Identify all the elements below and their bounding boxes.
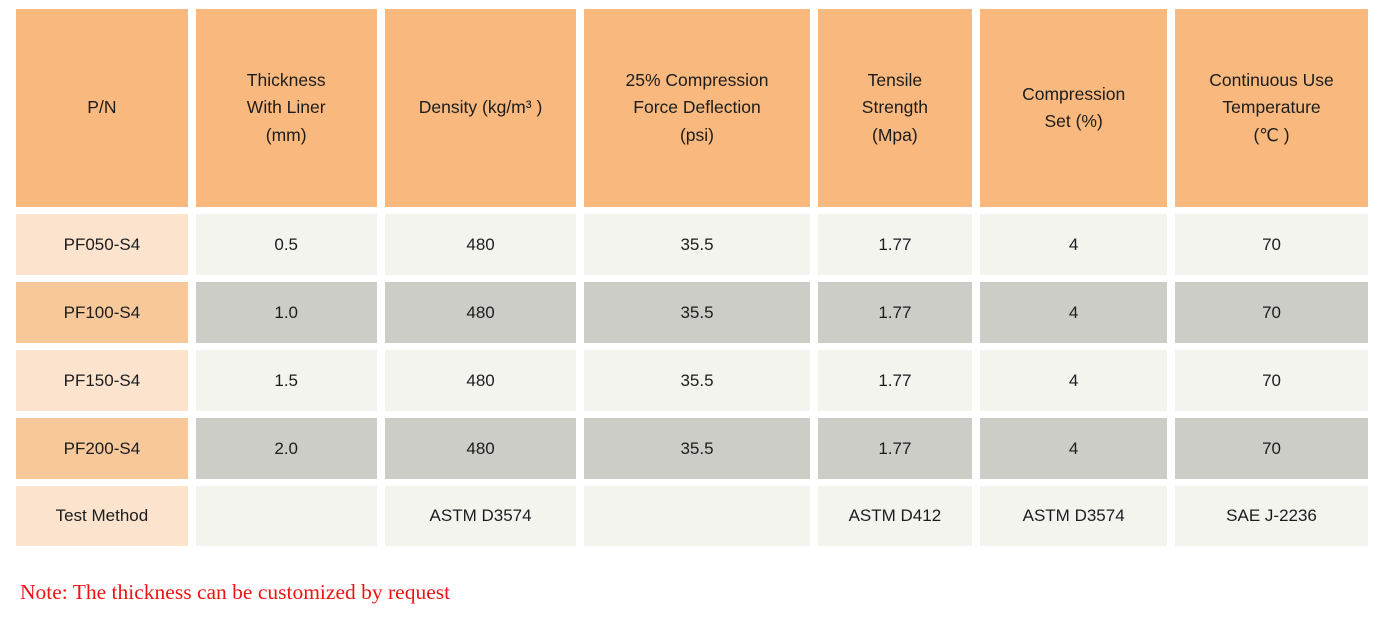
column-header-compression-force-deflection: 25% Compression Force Deflection (psi) — [584, 9, 810, 207]
table-cell: 4 — [980, 282, 1168, 343]
pn-cell: PF100-S4 — [16, 282, 188, 343]
table-cell: 480 — [384, 282, 577, 343]
column-header-pn: P/N — [16, 9, 188, 207]
table-cell: 70 — [1175, 214, 1368, 275]
table-cell: 70 — [1175, 418, 1368, 479]
table-cell — [195, 486, 377, 546]
table-cell: 1.5 — [195, 350, 377, 411]
table-cell: 70 — [1175, 282, 1368, 343]
column-header-compression-set: Compression Set (%) — [980, 9, 1168, 207]
header-row: P/N Thickness With Liner (mm) Density (k… — [16, 9, 1368, 207]
table-cell: 1.77 — [817, 418, 973, 479]
table-cell: 4 — [980, 418, 1168, 479]
table-cell: 2.0 — [195, 418, 377, 479]
table-cell: 35.5 — [584, 214, 810, 275]
table-row-pf150: PF150-S4 1.5 480 35.5 1.77 4 70 — [16, 350, 1368, 411]
table-cell: 1.77 — [817, 214, 973, 275]
table-cell: 35.5 — [584, 282, 810, 343]
table-cell: ASTM D3574 — [384, 486, 577, 546]
spec-table: P/N Thickness With Liner (mm) Density (k… — [8, 2, 1376, 553]
column-header-continuous-use-temperature: Continuous Use Temperature (℃ ) — [1175, 9, 1368, 207]
table-row-pf200: PF200-S4 2.0 480 35.5 1.77 4 70 — [16, 418, 1368, 479]
table-cell: ASTM D3574 — [980, 486, 1168, 546]
table-cell: 4 — [980, 350, 1168, 411]
pn-cell: Test Method — [16, 486, 188, 546]
table-cell — [584, 486, 810, 546]
table-cell: SAE J-2236 — [1175, 486, 1368, 546]
column-header-tensile-strength: Tensile Strength (Mpa) — [817, 9, 973, 207]
table-cell: 0.5 — [195, 214, 377, 275]
pn-cell: PF200-S4 — [16, 418, 188, 479]
table-cell: 480 — [384, 214, 577, 275]
table-row-pf100: PF100-S4 1.0 480 35.5 1.77 4 70 — [16, 282, 1368, 343]
table-cell: 70 — [1175, 350, 1368, 411]
table-row-pf050: PF050-S4 0.5 480 35.5 1.77 4 70 — [16, 214, 1368, 275]
table-cell: ASTM D412 — [817, 486, 973, 546]
table-row-test-method: Test Method ASTM D3574 ASTM D412 ASTM D3… — [16, 486, 1368, 546]
pn-cell: PF050-S4 — [16, 214, 188, 275]
pn-cell: PF150-S4 — [16, 350, 188, 411]
column-header-density: Density (kg/m³ ) — [384, 9, 577, 207]
table-cell: 35.5 — [584, 350, 810, 411]
table-cell: 1.77 — [817, 282, 973, 343]
table-cell: 480 — [384, 350, 577, 411]
table-cell: 480 — [384, 418, 577, 479]
table-cell: 1.0 — [195, 282, 377, 343]
table-cell: 35.5 — [584, 418, 810, 479]
column-header-thickness: Thickness With Liner (mm) — [195, 9, 377, 207]
table-cell: 1.77 — [817, 350, 973, 411]
note-text: Note: The thickness can be customized by… — [20, 580, 451, 604]
table-cell: 4 — [980, 214, 1168, 275]
